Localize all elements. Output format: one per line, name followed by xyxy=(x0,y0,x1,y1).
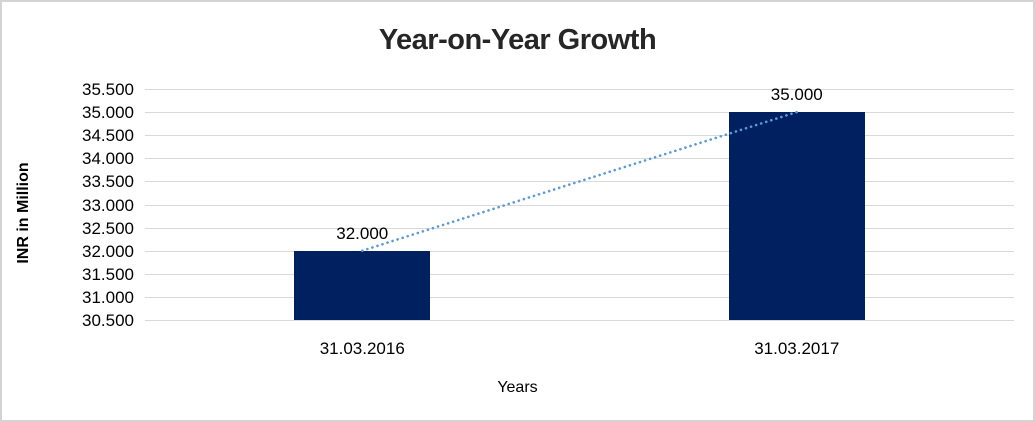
gridline xyxy=(145,296,1014,298)
x-category-label: 31.03.2016 xyxy=(319,339,405,358)
gridline xyxy=(145,250,1014,252)
y-tick-label: 33.000 xyxy=(82,195,134,215)
y-tick-label: 31.500 xyxy=(82,264,134,284)
chart-title: Year-on-Year Growth xyxy=(378,24,657,56)
bar xyxy=(728,112,865,320)
y-axis-title: INR in Million xyxy=(15,162,32,264)
x-axis-title: Years xyxy=(497,379,538,396)
y-tick-label: 34.000 xyxy=(82,149,134,169)
gridline xyxy=(145,158,1014,160)
gridline xyxy=(145,89,1014,90)
x-category-label: 31.03.2017 xyxy=(754,339,840,358)
gridline xyxy=(145,181,1014,183)
y-tick-label: 32.500 xyxy=(82,218,134,238)
y-tick-label: 33.500 xyxy=(82,172,134,192)
y-tick-label: 34.500 xyxy=(82,126,134,146)
y-tick-label: 31.000 xyxy=(82,287,134,307)
bar-value-label: 35.000 xyxy=(770,85,823,105)
bar xyxy=(294,250,431,320)
gridline xyxy=(145,273,1014,275)
y-tick-label: 35.000 xyxy=(82,103,134,123)
gridline xyxy=(145,204,1014,206)
gridline xyxy=(145,320,1014,321)
gridline xyxy=(145,227,1014,229)
gridline xyxy=(145,112,1014,114)
bar-value-label: 32.000 xyxy=(336,223,389,243)
gridline xyxy=(145,135,1014,137)
plot-area xyxy=(145,89,1014,321)
y-tick-label: 32.000 xyxy=(82,241,134,261)
y-tick-label: 35.500 xyxy=(82,80,134,99)
y-tick-label: 30.500 xyxy=(82,311,134,330)
